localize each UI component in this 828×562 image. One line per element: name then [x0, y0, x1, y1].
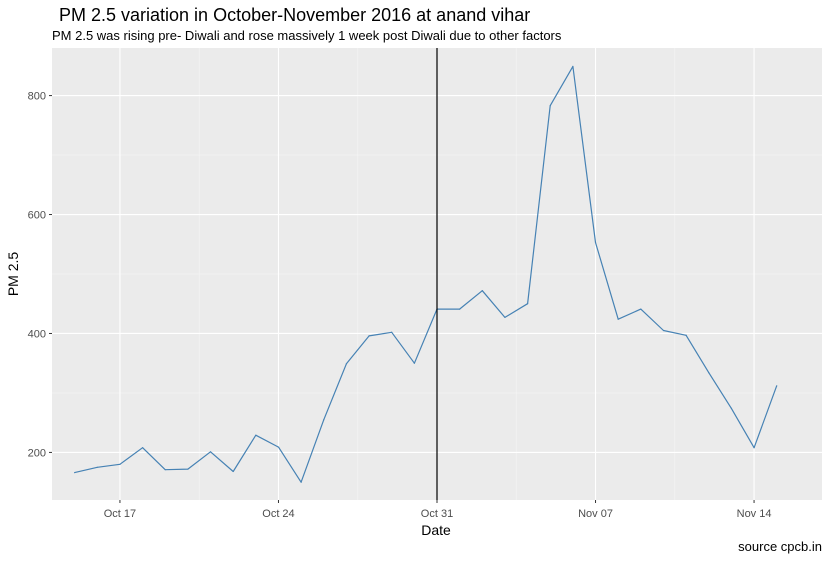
- data-point: [708, 372, 710, 374]
- y-tick-label: 600: [28, 210, 46, 222]
- chart-marks: [74, 48, 778, 500]
- data-point: [685, 334, 687, 336]
- pm25-series-line: [74, 65, 778, 483]
- data-point: [74, 472, 76, 474]
- data-point: [232, 470, 234, 473]
- data-point: [617, 318, 619, 320]
- y-tick-label: 400: [28, 328, 46, 340]
- data-point: [526, 303, 529, 305]
- y-axis-title: PM 2.5: [5, 252, 21, 297]
- data-point: [96, 466, 98, 468]
- data-point: [187, 468, 189, 470]
- x-tick-label: Oct 24: [262, 508, 294, 520]
- x-tick-label: Nov 14: [737, 508, 772, 520]
- data-point: [572, 65, 574, 68]
- chart-axes: Oct 17 Oct 24 Oct 31 Nov 07 Nov 14 200 400 600 8…: [28, 91, 772, 520]
- y-tick-label: 200: [28, 447, 46, 459]
- data-point: [209, 451, 212, 453]
- data-point: [753, 447, 755, 449]
- x-axis-title: Date: [421, 522, 451, 538]
- chart-caption: source cpcb.in: [738, 539, 822, 554]
- data-point: [368, 335, 370, 337]
- data-point: [391, 331, 393, 333]
- data-point: [141, 447, 144, 449]
- data-point: [549, 105, 551, 107]
- data-point: [640, 308, 642, 310]
- data-point: [413, 362, 415, 364]
- data-point: [345, 363, 348, 365]
- data-point: [164, 469, 166, 471]
- x-tick-label: Nov 07: [578, 508, 613, 520]
- data-point: [119, 463, 121, 465]
- x-tick-label: Oct 17: [104, 508, 136, 520]
- data-point: [481, 290, 483, 292]
- data-point: [255, 434, 257, 436]
- x-tick-label: Oct 31: [421, 508, 453, 520]
- data-point: [776, 385, 778, 387]
- data-point: [277, 446, 280, 448]
- data-point: [323, 419, 325, 421]
- data-point: [730, 407, 733, 410]
- chart-title: PM 2.5 variation in October-November 201…: [59, 5, 531, 25]
- data-point: [300, 481, 302, 483]
- y-tick-label: 800: [28, 91, 46, 103]
- data-point: [662, 329, 665, 332]
- chart-subtitle: PM 2.5 was rising pre- Diwali and rose m…: [52, 28, 562, 43]
- data-point: [504, 316, 506, 319]
- data-point: [459, 308, 461, 310]
- data-point: [594, 241, 597, 244]
